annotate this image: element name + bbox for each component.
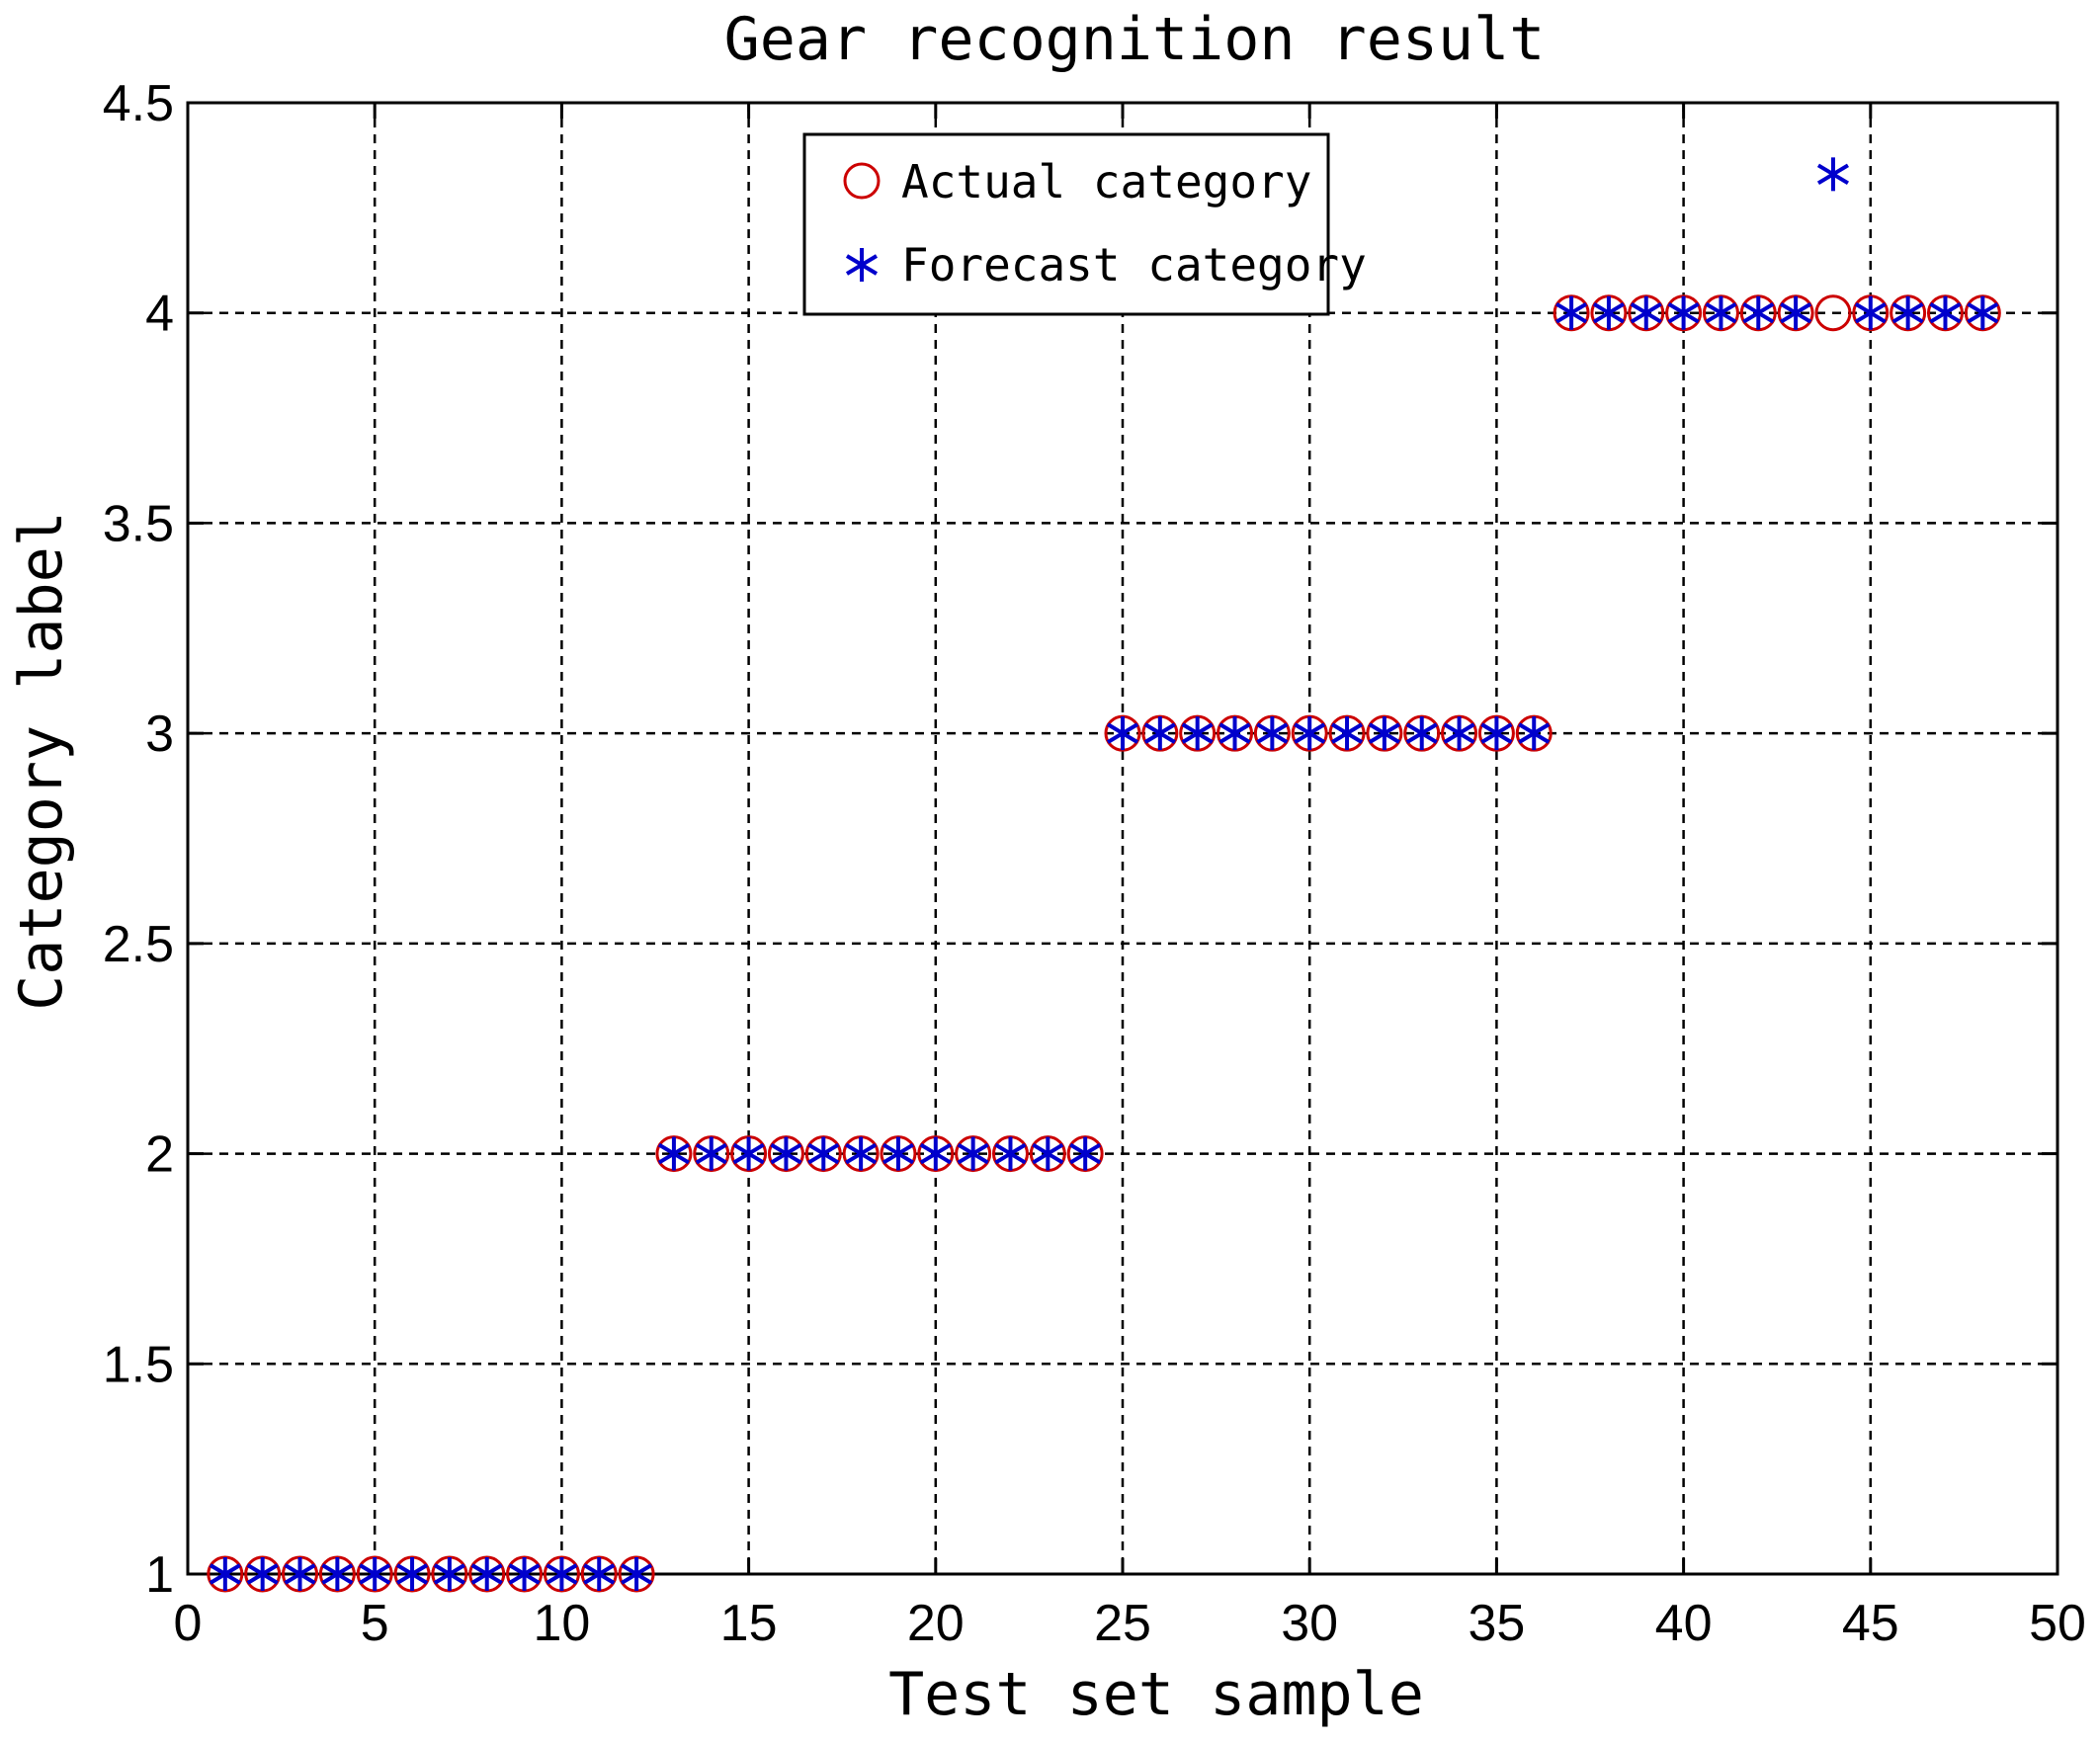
x-tick-label: 50 [2029, 1595, 2086, 1652]
legend-asterisk-marker [845, 248, 879, 282]
forecast-category-point [359, 1557, 391, 1591]
forecast-category-point [246, 1557, 279, 1591]
x-axis-label: Test set sample [888, 1660, 1424, 1729]
forecast-category-point [770, 1136, 802, 1171]
forecast-category-point [1368, 716, 1400, 751]
forecast-category-point [657, 1136, 690, 1171]
forecast-category-point [1181, 716, 1214, 751]
y-axis-label: Category label [7, 511, 76, 1011]
x-tick-label: 30 [1281, 1595, 1338, 1652]
y-tick-label: 4.5 [103, 75, 174, 132]
forecast-category-point [470, 1557, 503, 1591]
y-tick-label: 1.5 [103, 1336, 174, 1393]
x-tick-label: 35 [1468, 1595, 1525, 1652]
forecast-category-point [1705, 295, 1737, 330]
x-tick-label: 15 [720, 1595, 778, 1652]
forecast-category-point [732, 1136, 765, 1171]
legend-label-forecast: Forecast category [901, 238, 1367, 291]
forecast-category-point [321, 1557, 354, 1591]
forecast-category-point [1891, 295, 1924, 330]
y-tick-label: 3.5 [103, 495, 174, 552]
legend-label-actual: Actual category [901, 155, 1311, 208]
forecast-category-point [284, 1557, 316, 1591]
forecast-category-point [1106, 716, 1139, 751]
forecast-category-point [1443, 716, 1475, 751]
y-tick-label: 3 [145, 706, 174, 763]
y-tick-label: 1 [145, 1546, 174, 1604]
forecast-category-point [695, 1136, 727, 1171]
forecast-category-point [845, 1136, 878, 1171]
forecast-category-point [1480, 716, 1513, 751]
forecast-category-point [882, 1136, 914, 1171]
forecast-category-point [1331, 716, 1364, 751]
data-points [207, 157, 2001, 1593]
forecast-category-point [1667, 295, 1700, 330]
forecast-category-point [1816, 157, 1849, 192]
forecast-category-point [1518, 716, 1551, 751]
forecast-category-point [1143, 716, 1176, 751]
x-tick-label: 40 [1655, 1595, 1713, 1652]
forecast-category-point [1294, 716, 1326, 751]
forecast-category-point [1218, 716, 1251, 751]
x-tick-label: 45 [1842, 1595, 1899, 1652]
forecast-category-point [1032, 1136, 1064, 1171]
legend-circle-marker [843, 162, 881, 200]
x-tick-label: 10 [533, 1595, 590, 1652]
ticks: 0 5 10 15 20 25 30 35 40 45 50 1 1.5 2 2.5 3 3.5 4 4.5 [103, 75, 2086, 1652]
forecast-category-point [1854, 295, 1887, 330]
forecast-category-point [1555, 295, 1588, 330]
x-tick-label: 25 [1094, 1595, 1151, 1652]
forecast-category-point [994, 1136, 1027, 1171]
forecast-category-point [1967, 295, 1999, 330]
forecast-category-point [209, 1557, 241, 1591]
forecast-category-point [1405, 716, 1438, 751]
forecast-category-point [1069, 1136, 1102, 1171]
forecast-category-point [1780, 295, 1812, 330]
forecast-category-point [583, 1557, 616, 1591]
legend-box [802, 132, 1330, 316]
grid [188, 103, 2058, 1574]
y-tick-label: 2 [145, 1126, 174, 1184]
legend: Actual category Forecast category [802, 132, 1367, 316]
forecast-category-point [957, 1136, 989, 1171]
x-tick-label: 20 [907, 1595, 965, 1652]
forecast-category-point [1630, 295, 1662, 330]
x-tick-label: 5 [361, 1595, 389, 1652]
y-tick-label: 2.5 [103, 916, 174, 973]
forecast-category-point [621, 1557, 653, 1591]
x-tick-label: 0 [174, 1595, 203, 1652]
chart-title: Gear recognition result [724, 5, 1546, 74]
forecast-category-point [396, 1557, 429, 1591]
forecast-category-point [807, 1136, 840, 1171]
y-tick-label: 4 [145, 286, 174, 343]
forecast-category-point [919, 1136, 952, 1171]
forecast-category-point [1929, 295, 1962, 330]
forecast-category-point [1742, 295, 1775, 330]
forecast-category-point [1256, 716, 1289, 751]
forecast-category-point [508, 1557, 541, 1591]
forecast-category-point [1592, 295, 1625, 330]
forecast-category-point [433, 1557, 465, 1591]
forecast-category-point [546, 1557, 578, 1591]
actual-category-point [1814, 294, 1852, 332]
